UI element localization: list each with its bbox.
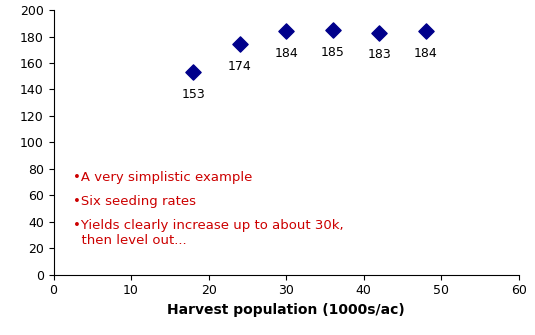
Point (235, 42, 244, 47)
Point (328, 27, 337, 32)
Text: 174: 174 (228, 60, 251, 73)
X-axis label: Harvest population (1000s/ac): Harvest population (1000s/ac) (167, 303, 405, 317)
Text: 183: 183 (368, 49, 391, 61)
Point (375, 30, 384, 35)
Text: 184: 184 (414, 47, 438, 60)
Text: 185: 185 (321, 46, 345, 59)
Text: 153: 153 (181, 88, 205, 101)
Point (189, 70, 197, 75)
Point (282, 28, 291, 34)
Text: 184: 184 (274, 47, 298, 60)
Text: •Yields clearly increase up to about 30k,
  then level out...: •Yields clearly increase up to about 30k… (73, 219, 343, 247)
Text: •Six seeding rates: •Six seeding rates (73, 195, 196, 208)
Text: •A very simplistic example: •A very simplistic example (73, 172, 253, 185)
Point (422, 28, 430, 34)
